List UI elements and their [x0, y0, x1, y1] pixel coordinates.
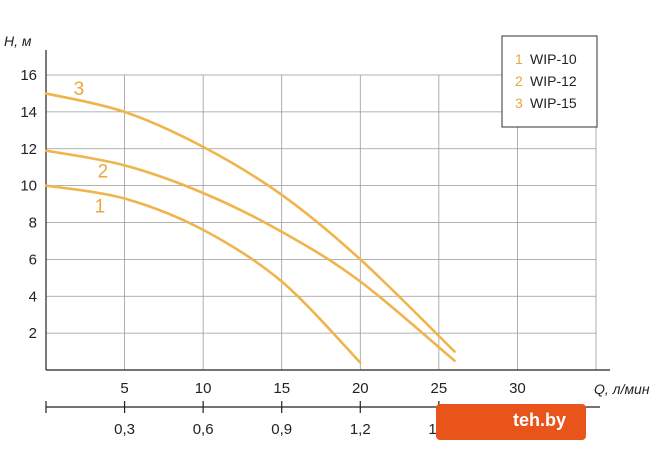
legend-box	[501, 35, 598, 128]
grid	[46, 74, 597, 370]
y-tick-label: 12	[20, 141, 37, 158]
x-tick-label: 5	[120, 380, 128, 397]
legend-label-3: WIP-15	[530, 95, 577, 111]
legend-num-2: 2	[515, 73, 523, 89]
y-tick-label: 2	[29, 325, 37, 342]
y-tick-label: 14	[20, 104, 37, 121]
x2-tick-label: 0,6	[193, 421, 214, 438]
legend: 1 WIP-10 2 WIP-12 3 WIP-15	[501, 35, 598, 128]
x2-tick-label: 0,9	[271, 421, 292, 438]
legend-label-1: WIP-10	[530, 51, 577, 67]
legend-num-1: 1	[515, 51, 523, 67]
curve-wip-15	[44, 92, 456, 353]
legend-label-2: WIP-12	[530, 73, 577, 89]
legend-num-3: 3	[515, 95, 523, 111]
y-tick-label: 10	[20, 178, 37, 195]
x2-tick-label: 0,3	[114, 421, 135, 438]
y-tick-label: 16	[20, 67, 37, 84]
tick-labels: 246810121416510152025300,30,60,91,21,512…	[20, 67, 525, 438]
x-tick-label: 30	[509, 380, 526, 397]
y-axis-title: H, м	[4, 33, 32, 49]
y-tick-label: 4	[29, 288, 37, 305]
x-tick-label: 10	[195, 380, 212, 397]
y-tick-label: 6	[29, 251, 37, 268]
curve-label-1: 1	[95, 197, 106, 218]
y-tick-label: 8	[29, 215, 37, 232]
curve-wip-12	[44, 149, 456, 363]
x-tick-label: 15	[273, 380, 290, 397]
curve-label-2: 2	[98, 161, 109, 182]
curve-label-3: 3	[74, 79, 85, 100]
watermark-text: teh.by	[513, 410, 567, 430]
x2-tick-label: 1,2	[350, 421, 371, 438]
curves	[44, 92, 456, 364]
x-tick-label: 25	[431, 380, 448, 397]
x-tick-label: 20	[352, 380, 369, 397]
curve-wip-10	[44, 184, 362, 364]
x-axis-title: Q, л/мин	[594, 381, 650, 397]
watermark-badge	[436, 404, 586, 440]
